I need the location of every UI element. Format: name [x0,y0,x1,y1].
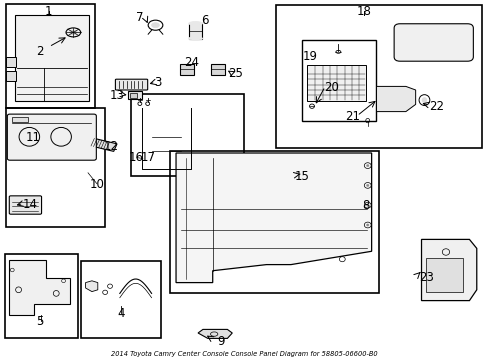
Polygon shape [9,260,70,315]
Text: 2014 Toyota Camry Center Console Console Panel Diagram for 58805-06600-B0: 2014 Toyota Camry Center Console Console… [111,351,377,357]
Bar [6,108,105,227]
Bar [6,57,16,67]
FancyBboxPatch shape [7,114,96,160]
Text: 4: 4 [117,307,125,320]
Polygon shape [198,329,232,338]
Text: 12: 12 [104,140,119,153]
Text: 21: 21 [345,111,360,123]
Text: 9: 9 [217,335,224,348]
Text: 3: 3 [153,76,161,89]
Text: 10: 10 [89,178,104,191]
Polygon shape [376,86,415,112]
Bar [131,94,244,176]
Polygon shape [421,239,476,301]
Text: 11: 11 [26,131,41,144]
Ellipse shape [366,184,368,186]
Text: 17: 17 [140,151,155,164]
Text: 6: 6 [200,14,208,27]
Text: 7: 7 [135,11,143,24]
FancyBboxPatch shape [115,79,147,90]
Bar [15,15,89,101]
Text: 1: 1 [45,5,53,18]
Text: 23: 23 [418,271,433,284]
Ellipse shape [188,22,202,25]
Ellipse shape [188,37,202,40]
Text: 19: 19 [303,50,317,63]
FancyBboxPatch shape [265,166,304,182]
Bar [211,64,224,75]
Polygon shape [85,281,98,292]
Text: 25: 25 [228,67,243,80]
Ellipse shape [366,165,368,167]
Bar [170,151,378,293]
Bar [5,254,78,338]
Bar [6,4,95,108]
Text: 16: 16 [128,151,143,164]
Ellipse shape [366,204,368,206]
Bar [130,93,137,98]
FancyBboxPatch shape [9,196,41,214]
Ellipse shape [151,23,159,28]
Polygon shape [83,136,117,152]
Text: 24: 24 [184,57,199,69]
Ellipse shape [366,224,368,226]
Text: 2: 2 [36,45,44,58]
Text: 20: 20 [324,81,338,94]
Text: 5: 5 [36,315,44,328]
Bar [81,261,161,338]
Text: 8: 8 [361,199,369,212]
Bar [180,64,193,75]
Bar [306,65,365,101]
Bar [276,5,481,148]
Bar [12,117,28,122]
Bar [426,258,462,292]
Ellipse shape [421,98,426,103]
Text: 22: 22 [428,100,443,113]
Bar [6,71,16,81]
Polygon shape [176,153,371,283]
FancyBboxPatch shape [393,24,472,61]
Ellipse shape [69,30,77,35]
Bar [128,91,142,99]
Text: 18: 18 [356,5,371,18]
Text: 15: 15 [294,170,309,183]
Text: 13: 13 [110,89,124,102]
Bar [302,40,375,121]
Bar [188,23,202,39]
Ellipse shape [184,166,186,168]
Text: 14: 14 [23,198,38,211]
